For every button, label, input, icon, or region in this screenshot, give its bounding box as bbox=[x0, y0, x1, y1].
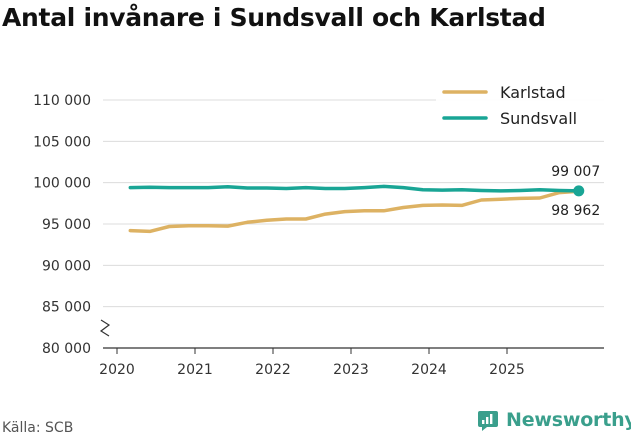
x-tick-label: 2020 bbox=[99, 362, 135, 378]
newsworthy-logo-icon bbox=[478, 411, 498, 431]
y-tick-label: 90 000 bbox=[42, 258, 91, 274]
source-note: Källa: SCB bbox=[2, 420, 74, 436]
y-tick-label: 105 000 bbox=[33, 134, 91, 150]
data-label-karlstad: 98 962 bbox=[551, 203, 600, 219]
chart-title: Antal invånare i Sundsvall och Karlstad bbox=[2, 3, 546, 32]
x-tick-label: 2024 bbox=[411, 362, 447, 378]
x-axis: 2020 2021 2022 2023 2024 2025 bbox=[99, 319, 604, 378]
series-line-karlstad bbox=[128, 189, 581, 234]
brand-logo-group: Newsworthy bbox=[476, 408, 631, 432]
x-tick-label: 2023 bbox=[333, 362, 369, 378]
series-line-sundsvall bbox=[128, 184, 581, 193]
legend-label-karlstad: Karlstad bbox=[500, 83, 566, 102]
series-lines bbox=[128, 184, 581, 234]
y-tick-label: 100 000 bbox=[33, 176, 91, 192]
end-markers: 99 007 98 962 bbox=[551, 164, 600, 219]
legend-background bbox=[436, 76, 606, 138]
x-tick-label: 2025 bbox=[489, 362, 525, 378]
y-axis-tick-labels: 80 000 85 000 90 000 95 000 100 000 105 000 11… bbox=[33, 93, 91, 357]
legend-label-sundsvall: Sundsvall bbox=[500, 109, 577, 128]
y-tick-label: 110 000 bbox=[33, 93, 91, 109]
x-tick-label: 2022 bbox=[255, 362, 291, 378]
y-tick-label: 95 000 bbox=[42, 217, 91, 233]
legend: Karlstad Sundsvall bbox=[436, 76, 606, 138]
data-label-sundsvall: 99 007 bbox=[551, 164, 600, 180]
y-tick-label: 80 000 bbox=[42, 341, 91, 357]
sundsvall-end-marker bbox=[573, 185, 585, 197]
x-tick-label: 2021 bbox=[177, 362, 213, 378]
y-tick-label: 85 000 bbox=[42, 300, 91, 316]
brand-name: Newsworthy bbox=[506, 409, 631, 431]
axis-break-icon bbox=[99, 319, 111, 337]
